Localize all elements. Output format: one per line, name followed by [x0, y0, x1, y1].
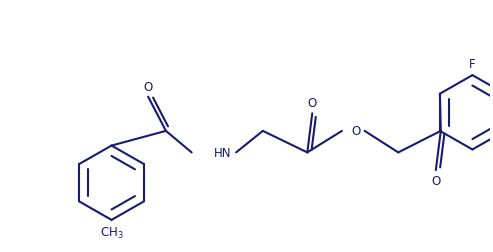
Text: HN: HN [213, 146, 231, 159]
Text: O: O [431, 174, 440, 187]
Text: O: O [352, 125, 361, 138]
Text: O: O [143, 80, 153, 93]
Text: O: O [308, 97, 317, 110]
Text: F: F [469, 58, 476, 71]
Text: CH$_3$: CH$_3$ [100, 225, 123, 240]
